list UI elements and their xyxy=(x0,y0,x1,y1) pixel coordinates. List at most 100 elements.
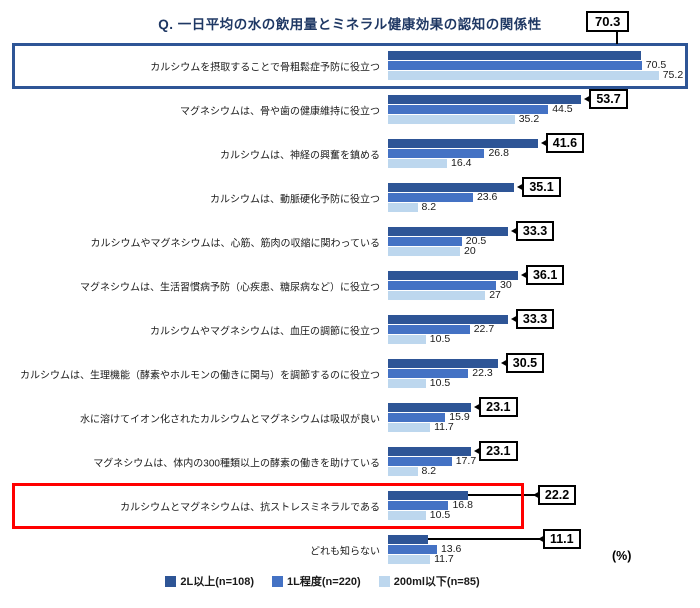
category-label: マグネシウムは、骨や歯の健康維持に役立つ xyxy=(180,106,380,118)
value-label-series-1: 70.5 xyxy=(645,59,667,71)
value-label-series-1: 16.8 xyxy=(452,499,473,511)
bars: 16.8 10.5 22.2 xyxy=(388,484,700,528)
bars: 30 27 36.1 xyxy=(388,264,700,308)
legend-swatch-200ml xyxy=(378,575,390,587)
callout-value: 22.2 xyxy=(532,485,577,505)
bar-series-1 xyxy=(388,281,496,290)
bar-series-0 xyxy=(388,139,538,148)
bars: 70.5 75.2 xyxy=(388,44,700,88)
value-label-series-2: 27 xyxy=(489,289,501,301)
bar-series-1 xyxy=(388,325,470,334)
bar-series-1 xyxy=(388,61,642,70)
bar-series-1 xyxy=(388,413,446,422)
chart-row: カルシウムとマグネシウムは、抗ストレスミネラルである 16.8 10.5 22.2 xyxy=(0,483,700,529)
category-label: 水に溶けてイオン化されたカルシウムとマグネシウムは吸収が良い xyxy=(80,414,380,426)
callout-value: 33.3 xyxy=(510,221,555,241)
chart-row: マグネシウムは、骨や歯の健康維持に役立つ 44.5 35.2 53.7 xyxy=(0,88,700,132)
bar-series-0 xyxy=(388,95,582,104)
callout-value: 33.3 xyxy=(510,309,555,329)
callout-value: 53.7 xyxy=(584,89,628,109)
bar-series-0 xyxy=(388,183,515,192)
bars: 13.6 11.7 11.1 xyxy=(388,528,700,572)
value-label-series-1: 17.7 xyxy=(455,455,477,467)
bar-series-1 xyxy=(388,501,449,510)
bar-series-2 xyxy=(388,335,426,344)
value-label-series-2: 16.4 xyxy=(451,157,472,169)
category-label: カルシウムは、生理機能（酵素やホルモンの働きに関与）を調節するのに役立つ xyxy=(20,370,380,382)
bar-series-2 xyxy=(388,511,426,520)
top-callout-value: 70.3 xyxy=(586,11,630,32)
bar-series-2 xyxy=(388,71,659,80)
value-label-series-2: 10.5 xyxy=(429,377,451,389)
category-label: カルシウムは、動脈硬化予防に役立つ xyxy=(210,194,380,206)
bars: 22.7 10.5 33.3 xyxy=(388,308,700,352)
callout-value: 30.5 xyxy=(500,353,545,373)
callout-value: 41.6 xyxy=(540,133,585,153)
category-label: カルシウムとマグネシウムは、抗ストレスミネラルである xyxy=(120,502,380,514)
bars: 20.5 20 33.3 xyxy=(388,220,700,264)
category-label: マグネシウムは、生活習慣病予防（心疾患、糖尿病など）に役立つ xyxy=(80,282,380,294)
bar-series-0 xyxy=(388,403,472,412)
legend: 2L以上(n=108) 1L程度(n=220) 200ml以下(n=85) xyxy=(0,573,700,589)
category-label: カルシウムは、神経の興奮を鎮める xyxy=(220,150,380,162)
value-label-series-1: 13.6 xyxy=(440,543,462,555)
legend-label-1l: 1L程度(n=220) xyxy=(287,576,361,588)
chart-row: カルシウムは、神経の興奮を鎮める 26.8 16.4 41.6 xyxy=(0,132,700,176)
value-label-series-1: 23.6 xyxy=(476,191,498,203)
chart-rows: カルシウムを摂取することで骨粗鬆症予防に役立つ 70.5 75.2 マグネシウムは… xyxy=(0,43,700,572)
bar-series-1 xyxy=(388,193,473,202)
value-label-series-2: 35.2 xyxy=(518,113,540,125)
chart-row: カルシウムは、動脈硬化予防に役立つ 23.6 8.2 35.1 xyxy=(0,176,700,220)
bar-series-2 xyxy=(388,379,426,388)
callout-value: 36.1 xyxy=(520,265,565,285)
callout-value: 23.1 xyxy=(474,441,518,461)
bar-series-2 xyxy=(388,247,460,256)
value-label-series-2: 10.5 xyxy=(429,509,451,521)
bar-series-2 xyxy=(388,555,431,564)
chart-row: カルシウムを摂取することで骨粗鬆症予防に役立つ 70.5 75.2 xyxy=(0,43,700,89)
bar-series-2 xyxy=(388,291,486,300)
value-label-series-1: 22.7 xyxy=(473,323,495,335)
top-callout-connector-line xyxy=(616,32,618,44)
value-label-series-2: 10.5 xyxy=(429,333,451,345)
bar-series-0 xyxy=(388,447,472,456)
callout-leader-line xyxy=(467,494,538,496)
category-label: どれも知らない xyxy=(310,546,380,558)
bars: 44.5 35.2 53.7 xyxy=(388,88,700,132)
bar-series-0 xyxy=(388,271,518,280)
category-label: カルシウムを摂取することで骨粗鬆症予防に役立つ xyxy=(150,62,380,74)
legend-label-2l: 2L以上(n=108) xyxy=(180,576,255,588)
value-label-series-1: 44.5 xyxy=(552,103,573,115)
bars: 15.9 11.7 23.1 xyxy=(388,396,700,440)
bar-series-1 xyxy=(388,149,485,158)
chart-row: カルシウムやマグネシウムは、血圧の調節に役立つ 22.7 10.5 33.3 xyxy=(0,308,700,352)
bar-series-1 xyxy=(388,369,469,378)
legend-swatch-2l xyxy=(165,575,177,587)
legend-item-2l: 2L以上(n=108) xyxy=(165,573,254,589)
bars: 17.7 8.2 23.1 xyxy=(388,440,700,484)
bar-series-0 xyxy=(388,535,428,544)
callout-value: 23.1 xyxy=(474,397,518,417)
chart-row: カルシウムやマグネシウムは、心筋、筋肉の収縮に関わっている 20.5 20 33.3 xyxy=(0,220,700,264)
bar-series-0 xyxy=(388,491,468,500)
callout-value: 35.1 xyxy=(517,177,561,197)
value-label-series-2: 11.7 xyxy=(434,553,454,565)
bars: 23.6 8.2 35.1 xyxy=(388,176,700,220)
value-label-series-2: 8.2 xyxy=(421,201,437,213)
value-label-series-1: 20.5 xyxy=(465,235,487,247)
category-label: カルシウムやマグネシウムは、血圧の調節に役立つ xyxy=(150,326,380,338)
bars: 22.3 10.5 30.5 xyxy=(388,352,700,396)
chart-row: どれも知らない 13.6 11.7 11.1 xyxy=(0,528,700,572)
legend-item-1l: 1L程度(n=220) xyxy=(272,573,361,589)
value-label-series-2: 75.2 xyxy=(662,69,684,81)
chart-row: マグネシウムは、体内の300種類以上の酵素の働きを助けている 17.7 8.2 23… xyxy=(0,440,700,484)
legend-item-200ml: 200ml以下(n=85) xyxy=(378,573,480,589)
bar-series-2 xyxy=(388,115,515,124)
value-label-series-2: 20 xyxy=(464,245,476,257)
chart-row: カルシウムは、生理機能（酵素やホルモンの働きに関与）を調節するのに役立つ 22.… xyxy=(0,352,700,396)
value-label-series-2: 8.2 xyxy=(421,465,437,477)
category-label: カルシウムやマグネシウムは、心筋、筋肉の収縮に関わっている xyxy=(90,238,381,250)
bar-series-2 xyxy=(388,423,431,432)
value-label-series-2: 11.7 xyxy=(434,421,454,433)
